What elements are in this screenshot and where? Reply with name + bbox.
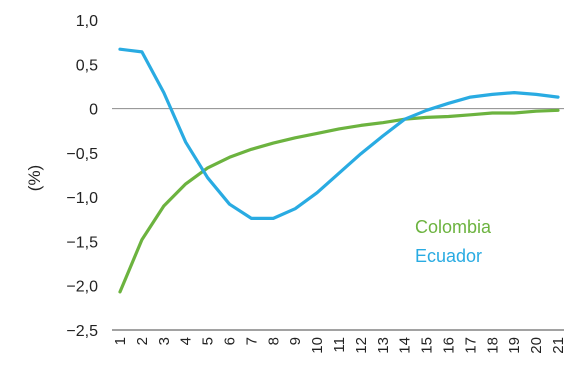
- x-tick-label: 16: [441, 337, 458, 354]
- x-tick-label: 21: [550, 337, 567, 354]
- legend: Colombia Ecuador: [415, 217, 492, 266]
- x-tick-label: 1: [112, 337, 129, 345]
- y-tick-label: 0,5: [76, 57, 98, 74]
- y-tick-label: −0,5: [66, 146, 98, 163]
- y-tick-label: −2,0: [66, 279, 98, 296]
- x-axis-ticks: 1 2 3 4 5 6 7 8 9 10 11 12 13 14 15 16 17 18 19 20 21: [112, 337, 567, 354]
- x-tick-label: 13: [375, 337, 392, 354]
- x-tick-label: 3: [156, 337, 173, 345]
- y-axis-ticks: 1,0 0,5 0 −0,5 −1,0 −1,5 −2,0 −2,5: [66, 13, 98, 340]
- legend-entry-colombia: Colombia: [415, 217, 492, 237]
- x-tick-label: 12: [353, 337, 370, 354]
- y-axis-label: (%): [25, 165, 44, 191]
- x-tick-label: 15: [419, 337, 436, 354]
- x-tick-label: 6: [222, 337, 239, 345]
- x-tick-label: 17: [462, 337, 479, 354]
- x-tick-label: 8: [265, 337, 282, 345]
- y-tick-label: −2,5: [66, 323, 98, 340]
- x-tick-label: 20: [528, 337, 545, 354]
- x-tick-label: 4: [178, 337, 195, 345]
- y-tick-label: −1,5: [66, 234, 98, 251]
- x-tick-label: 10: [309, 337, 326, 354]
- x-tick-label: 14: [397, 337, 414, 354]
- series-group: [118, 47, 560, 294]
- legend-entry-ecuador: Ecuador: [415, 246, 482, 266]
- x-tick-label: 18: [484, 337, 501, 354]
- series-line-ecuador: [118, 47, 560, 220]
- y-tick-label: 1,0: [76, 13, 98, 30]
- x-tick-label: 9: [287, 337, 304, 345]
- y-tick-label: −1,0: [66, 190, 98, 207]
- y-tick-label: 0: [89, 102, 98, 119]
- x-tick-label: 5: [200, 337, 217, 345]
- x-tick-label: 7: [243, 337, 260, 345]
- x-tick-label: 19: [506, 337, 523, 354]
- x-tick-label: 2: [134, 337, 151, 345]
- series-line-colombia: [118, 108, 560, 294]
- x-tick-label: 11: [331, 337, 348, 353]
